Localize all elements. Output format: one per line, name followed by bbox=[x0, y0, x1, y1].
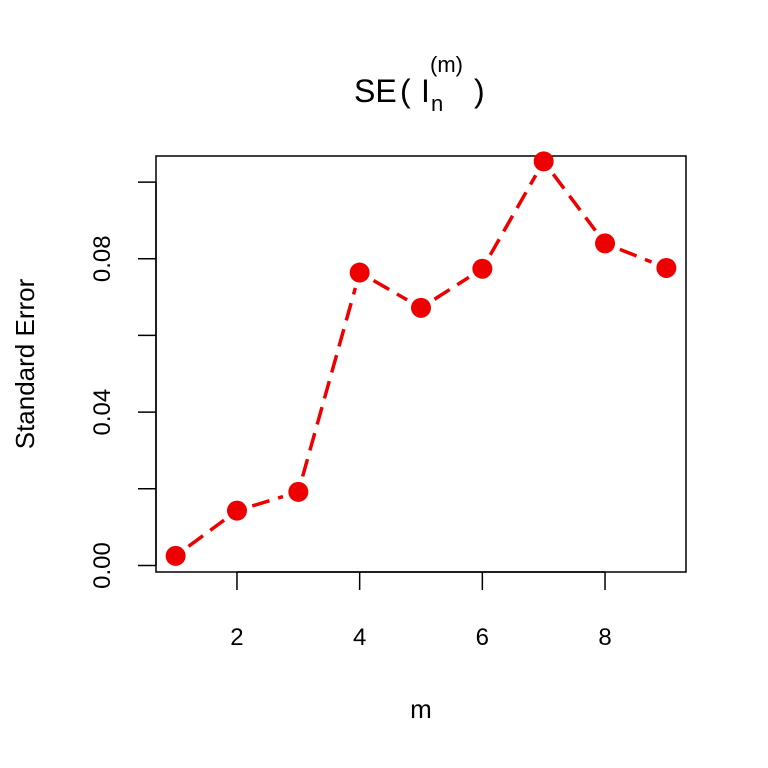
x-tick-label: 8 bbox=[598, 624, 611, 651]
title-close-paren: ) bbox=[474, 73, 485, 109]
y-tick-label: 0.08 bbox=[89, 235, 116, 282]
x-tick-label: 4 bbox=[353, 624, 366, 651]
series-layer bbox=[165, 151, 677, 566]
data-point bbox=[349, 262, 370, 283]
series-line-segment bbox=[488, 174, 538, 256]
data-point bbox=[411, 297, 431, 318]
x-tick-label: 2 bbox=[230, 624, 243, 651]
series-line-segment bbox=[372, 279, 409, 302]
x-axis: 2 4 6 8 bbox=[230, 571, 612, 651]
y-tick-label: 0.04 bbox=[89, 389, 116, 436]
data-point bbox=[165, 545, 186, 566]
y-axis-title: Standard Error bbox=[10, 278, 40, 449]
title-superscript: (m) bbox=[430, 52, 463, 77]
title-subscript: n bbox=[431, 91, 443, 116]
data-point bbox=[533, 151, 554, 172]
data-point bbox=[595, 233, 616, 254]
data-point bbox=[472, 258, 493, 279]
x-axis-title: m bbox=[410, 694, 432, 724]
series-line-segment bbox=[300, 287, 358, 477]
x-tick-label: 6 bbox=[476, 624, 489, 651]
y-axis: 0.00 0.04 0.08 bbox=[89, 181, 157, 589]
chart-title: SE ( I n (m) ) bbox=[354, 52, 485, 116]
title-prefix: SE bbox=[354, 73, 397, 109]
series-line-segment bbox=[187, 518, 226, 548]
data-point bbox=[226, 500, 247, 521]
data-point bbox=[656, 257, 677, 278]
series-line-segment bbox=[251, 494, 284, 508]
title-base: I bbox=[421, 73, 430, 109]
data-point bbox=[288, 481, 309, 502]
series-line-segment bbox=[551, 173, 597, 232]
y-tick-label: 0.00 bbox=[89, 542, 116, 589]
title-open-paren: ( bbox=[400, 73, 411, 109]
series-line-segment bbox=[619, 247, 653, 264]
series-line-segment bbox=[433, 275, 470, 301]
